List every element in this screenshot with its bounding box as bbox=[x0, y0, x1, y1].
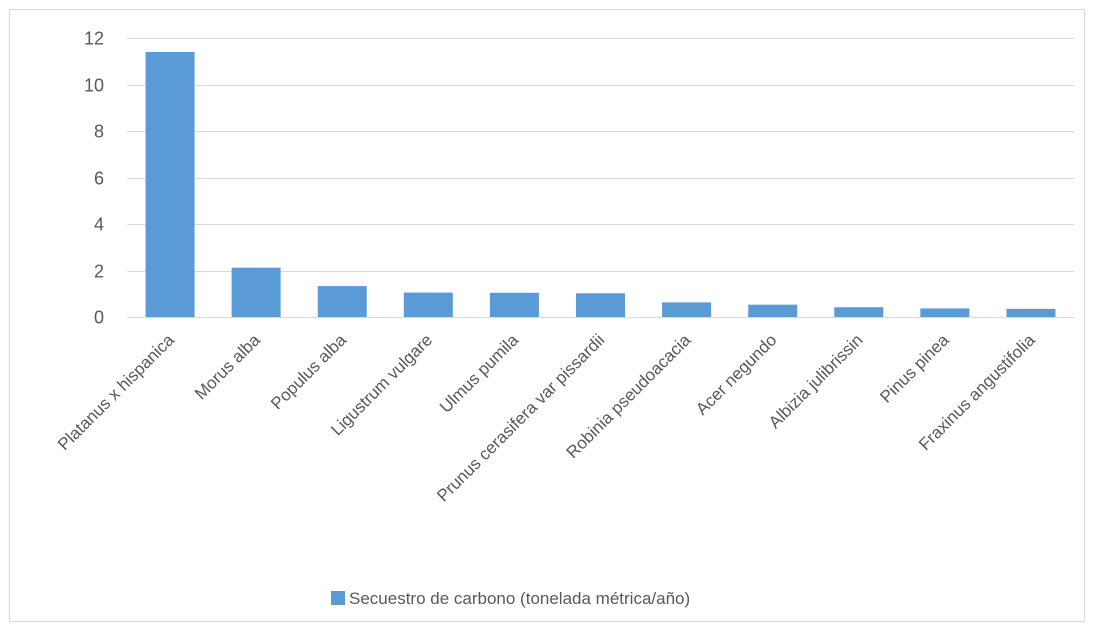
bar bbox=[403, 292, 453, 317]
y-tick-label: 8 bbox=[94, 122, 104, 142]
y-axis-tick-labels: 0 2 4 6 8 10 12 bbox=[84, 29, 104, 328]
legend-swatch bbox=[331, 591, 345, 605]
bar bbox=[1006, 308, 1056, 317]
bar bbox=[576, 293, 625, 317]
x-category-label: Morus alba bbox=[191, 330, 264, 403]
x-category-label: Prunus cerasifera var pissardii bbox=[433, 330, 608, 505]
bar bbox=[145, 51, 195, 317]
x-category-label: Acer negundo bbox=[692, 330, 780, 418]
grid-lines bbox=[127, 38, 1074, 318]
y-tick-label: 2 bbox=[94, 262, 104, 282]
legend: Secuestro de carbono (tonelada métrica/a… bbox=[331, 589, 690, 608]
bar bbox=[317, 286, 367, 317]
bar bbox=[489, 292, 539, 317]
y-tick-label: 4 bbox=[94, 215, 104, 235]
y-tick-label: 12 bbox=[84, 29, 104, 49]
x-category-label: Platanus x hispanica bbox=[54, 330, 178, 454]
bar bbox=[662, 302, 712, 317]
bar bbox=[834, 307, 884, 317]
legend-label: Secuestro de carbono (tonelada métrica/a… bbox=[349, 589, 690, 608]
y-tick-label: 10 bbox=[84, 76, 104, 96]
x-category-label: Populus alba bbox=[267, 330, 350, 413]
bar bbox=[748, 304, 798, 317]
bar bbox=[231, 267, 281, 317]
x-category-label: Pinus pinea bbox=[876, 330, 953, 407]
x-axis-category-labels: Platanus x hispanica Morus alba Populus al… bbox=[54, 330, 1039, 506]
x-category-label: Albizia julibrissin bbox=[765, 330, 867, 432]
bars bbox=[145, 51, 1056, 317]
bar bbox=[920, 308, 970, 317]
y-tick-label: 0 bbox=[94, 308, 104, 328]
x-category-label: Ulmus pumila bbox=[436, 330, 523, 417]
y-tick-label: 6 bbox=[94, 169, 104, 189]
